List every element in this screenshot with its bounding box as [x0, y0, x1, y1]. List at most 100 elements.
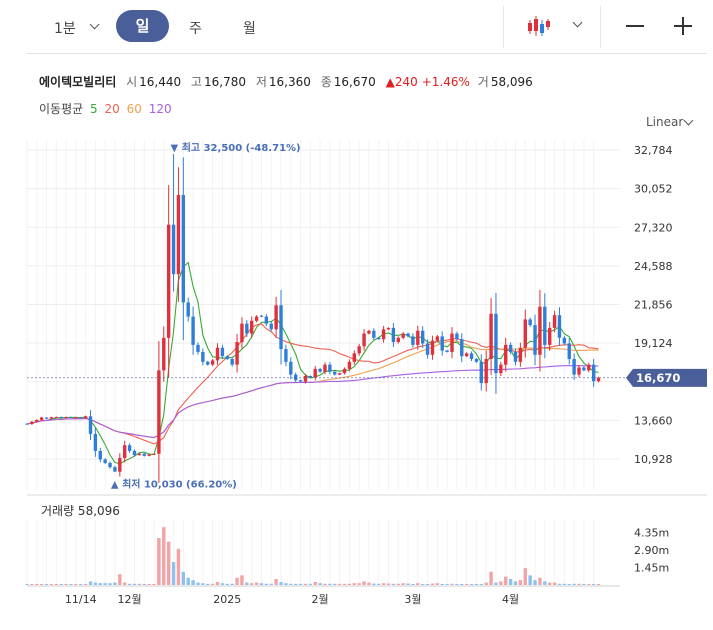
- candle: [318, 367, 322, 373]
- volume-bar: [93, 582, 98, 585]
- candle: [538, 289, 542, 372]
- candle: [323, 362, 327, 375]
- candle: [391, 322, 396, 347]
- volume-bar: [269, 583, 273, 585]
- candle: [543, 293, 547, 359]
- candle-body: [274, 305, 278, 330]
- candle-body: [401, 333, 405, 338]
- volume-title: 거래량 58,096: [41, 504, 120, 518]
- candle-body: [308, 375, 313, 378]
- y-tick-label: 19,124: [634, 337, 673, 350]
- volume-bar: [381, 583, 386, 585]
- volume-bar: [352, 583, 356, 585]
- volume-bar: [196, 582, 200, 585]
- candle: [303, 374, 308, 384]
- candle-body: [474, 359, 479, 362]
- open-label: 시: [126, 75, 138, 89]
- candle-body: [450, 333, 454, 352]
- volume-bar: [74, 584, 78, 585]
- plus-icon[interactable]: [674, 17, 692, 35]
- candle-body: [303, 375, 308, 382]
- candle-body: [552, 315, 557, 328]
- volume-bar: [469, 584, 474, 585]
- candle-body: [318, 368, 322, 372]
- candle: [157, 341, 161, 483]
- candle-body: [538, 306, 542, 355]
- candle-body: [289, 361, 293, 375]
- candle: [396, 336, 400, 344]
- volume-bar: [499, 581, 503, 585]
- minus-icon[interactable]: [626, 25, 644, 27]
- volume-bar: [39, 584, 44, 585]
- current-price-label: 16,670: [636, 371, 680, 385]
- y-tick-label: 10,928: [634, 453, 673, 466]
- candlestick-icon[interactable]: [526, 14, 552, 38]
- candle-body: [333, 371, 337, 375]
- volume-bar: [513, 581, 518, 585]
- volume-bar: [313, 581, 317, 585]
- candle-body: [54, 416, 59, 418]
- volume-bar: [518, 580, 523, 585]
- volume-bar: [577, 583, 581, 585]
- candle-body: [430, 340, 435, 355]
- candle: [362, 329, 366, 351]
- candle-body: [64, 416, 68, 419]
- candle: [210, 358, 215, 367]
- volume-bar: [547, 582, 552, 585]
- candle: [30, 420, 34, 425]
- toolbar-divider: [503, 6, 504, 48]
- scale-label[interactable]: Linear: [646, 115, 684, 129]
- volume-bar: [420, 584, 425, 585]
- candle: [93, 428, 98, 457]
- tab-week[interactable]: 주: [189, 21, 202, 37]
- tab-month[interactable]: 월: [243, 21, 256, 37]
- candle: [162, 326, 166, 382]
- candle-body: [147, 454, 151, 456]
- chart-grid: [26, 140, 707, 587]
- candle: [132, 449, 137, 457]
- toolbar-divider-line: [27, 53, 707, 54]
- candle-body: [577, 367, 581, 375]
- volume-bar: [430, 583, 435, 585]
- candle: [377, 337, 381, 340]
- candle: [562, 335, 567, 346]
- volume-bar: [396, 583, 400, 585]
- candle-body: [484, 359, 488, 384]
- candle-body: [372, 330, 376, 338]
- candle-body: [35, 419, 39, 422]
- volume-bar: [59, 584, 63, 585]
- candle: [44, 417, 49, 420]
- tab-day[interactable]: 일: [116, 10, 169, 42]
- scale-dropdown[interactable]: Linear: [646, 115, 683, 129]
- volume-bar: [201, 583, 205, 585]
- candle: [259, 315, 264, 318]
- volume-bar: [171, 562, 176, 585]
- volume-bar: [186, 577, 190, 585]
- ma-5-label: 5: [90, 102, 98, 116]
- volume-bar: [479, 584, 484, 585]
- candle: [455, 331, 459, 342]
- candle-body: [30, 421, 34, 425]
- close-value: 16,670: [333, 75, 376, 89]
- candle: [552, 310, 557, 333]
- period-dropdown[interactable]: 1분: [54, 21, 76, 37]
- y-tick-label: 30,052: [634, 183, 673, 196]
- volume-bar: [504, 576, 508, 585]
- low-annotation: ▲ 최저 10,030 (66.20%): [111, 478, 237, 491]
- volume-bar: [460, 584, 464, 585]
- candle: [328, 362, 332, 375]
- volume-tick-label: 1.45m: [634, 562, 669, 575]
- volume-bar: [528, 575, 532, 585]
- candle: [293, 372, 298, 383]
- candle-body: [328, 364, 332, 372]
- volume-bar: [557, 583, 562, 585]
- volume-bar: [127, 583, 132, 585]
- volume-bar: [406, 583, 410, 585]
- candle-body: [416, 330, 420, 345]
- volume-bar: [69, 584, 73, 585]
- candle: [206, 360, 210, 366]
- candle-body: [440, 336, 444, 351]
- candle-body: [201, 351, 205, 362]
- candle: [499, 361, 503, 377]
